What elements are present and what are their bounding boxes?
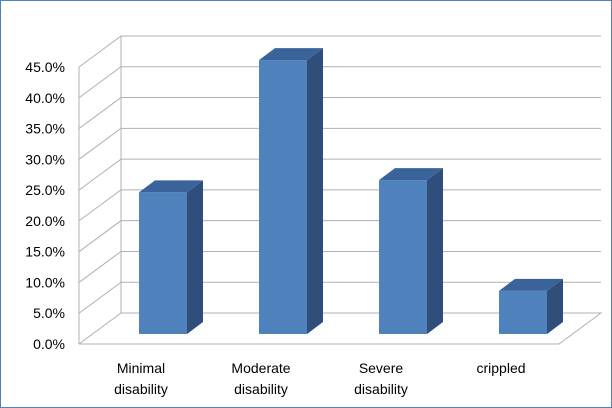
bar-side — [547, 278, 563, 334]
bar — [379, 168, 443, 334]
y-axis-tick-labels: 0.0% 5.0% 10.0% 15.0% 20.0% 25.0% 30.0% 35.0% 40… — [25, 59, 65, 352]
gridline — [78, 97, 601, 129]
gridline — [78, 35, 601, 68]
bar-top — [379, 168, 443, 181]
y-tick-label: 10.0% — [25, 274, 65, 290]
bar-side — [187, 180, 203, 334]
x-category-label: Moderate disability — [231, 360, 290, 397]
x-category-label: Severe disability — [354, 360, 408, 397]
x-axis-category-labels: Minimal disability Moderate disability Sever… — [114, 360, 525, 397]
bar — [499, 278, 563, 334]
bar-front — [139, 192, 187, 334]
y-tick-label: 30.0% — [25, 151, 65, 167]
y-tick-label: 25.0% — [25, 182, 65, 198]
y-tick-label: 45.0% — [25, 59, 65, 75]
x-category-label: crippled — [476, 360, 525, 376]
bar-top — [259, 48, 323, 61]
bar-front — [259, 60, 307, 334]
bar-front — [499, 290, 547, 334]
bar-top — [499, 278, 563, 291]
gridlines — [78, 35, 601, 345]
y-tick-label: 35.0% — [25, 121, 65, 137]
bar-side — [427, 168, 443, 334]
bar — [139, 180, 203, 334]
y-tick-label: 0.0% — [33, 336, 65, 352]
bar-top — [139, 180, 203, 193]
bars — [139, 48, 563, 334]
x-category-label: Minimal disability — [114, 360, 168, 397]
bar-front — [379, 180, 427, 334]
y-tick-label: 15.0% — [25, 244, 65, 260]
y-tick-label: 40.0% — [25, 90, 65, 106]
y-tick-label: 5.0% — [33, 305, 65, 321]
gridline — [78, 158, 601, 191]
bar — [259, 48, 323, 334]
gridline — [78, 66, 601, 99]
bar-side — [307, 48, 323, 334]
gridline — [78, 127, 601, 160]
y-tick-label: 20.0% — [25, 213, 65, 229]
